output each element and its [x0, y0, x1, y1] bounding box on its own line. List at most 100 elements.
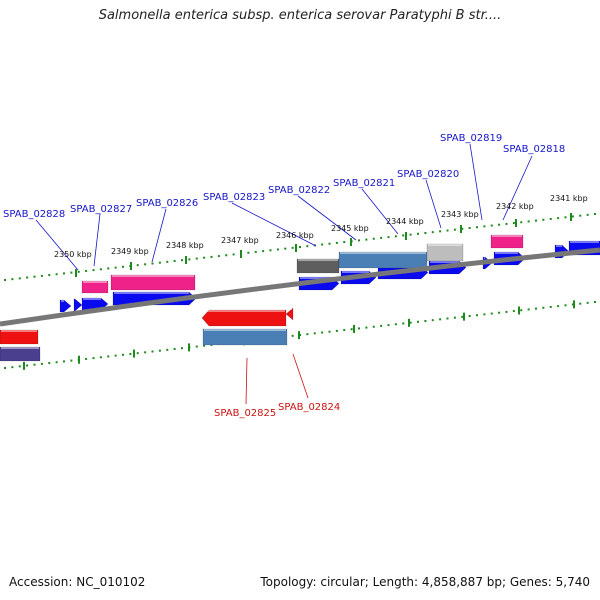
scale-dot: [468, 315, 471, 318]
scale-dot: [549, 305, 552, 308]
scale-dot: [114, 266, 117, 269]
scale-dot: [26, 364, 29, 367]
scale-dot: [48, 362, 51, 365]
scale-dot: [92, 357, 95, 360]
gene-label[interactable]: SPAB_02822: [268, 185, 330, 196]
scale-dot: [166, 348, 169, 351]
label-leader-line: [93, 213, 101, 267]
scale-dot: [166, 260, 169, 263]
scale-tick-labels: 2350 kbp 2349 kbp 2348 kbp 2347 kbp 2346 kbp…: [54, 194, 588, 259]
scale-dot: [291, 334, 294, 337]
scale-dot: [365, 326, 368, 329]
accession-label: Accession: NC_010102: [9, 575, 146, 589]
scale-dot: [461, 315, 464, 318]
label-leader-line: [361, 188, 399, 235]
scale-dot: [431, 319, 434, 322]
scale-dot: [564, 304, 567, 307]
scale-dot: [299, 246, 301, 248]
scale-dot: [365, 238, 368, 241]
scale-dot: [291, 246, 294, 249]
gene-label[interactable]: SPAB_02819: [440, 133, 502, 144]
scale-dot: [402, 322, 405, 325]
gene-label[interactable]: SPAB_02820: [397, 169, 459, 180]
scale-dot: [520, 221, 523, 224]
scale-dot: [158, 261, 161, 264]
scale-dot: [306, 245, 309, 248]
scale-tick-label: 2348 kbp: [166, 241, 204, 250]
scale-dot: [158, 349, 161, 352]
rna-feature: [490, 234, 524, 249]
gene-label[interactable]: SPAB_02818: [503, 144, 565, 155]
scale-dot: [446, 229, 449, 232]
scale-dot: [129, 352, 132, 355]
scale-dot: [594, 301, 596, 303]
genome-summary: Topology: circular; Length: 4,858,887 bp…: [260, 575, 590, 589]
scale-dot: [99, 268, 102, 271]
label-leader-line: [297, 195, 357, 241]
scale-dot: [262, 250, 265, 253]
gene-label[interactable]: SPAB_02825: [214, 408, 276, 419]
scale-dot: [579, 214, 582, 217]
scale-dot: [173, 260, 176, 263]
scale-dot: [343, 241, 346, 244]
scale-dot: [527, 308, 530, 311]
scale-dot: [358, 239, 360, 242]
rna-feature: [81, 280, 109, 294]
gene-label[interactable]: SPAB_02824: [278, 402, 340, 413]
scale-dot: [424, 231, 427, 234]
scale-dot: [321, 331, 324, 334]
scale-dot: [468, 227, 471, 230]
scale-dot: [225, 254, 228, 257]
scale-tick-label: 2345 kbp: [331, 224, 369, 233]
scale-dot: [453, 316, 456, 319]
scale-dot: [490, 312, 493, 315]
gene-bar-steel: [202, 328, 288, 346]
scale-dot: [4, 367, 6, 369]
scale-dot: [542, 306, 545, 309]
scale-tick-label: 2350 kbp: [54, 250, 92, 259]
scale-dot: [409, 321, 412, 324]
scale-dot: [33, 275, 36, 278]
scale-dot: [18, 277, 21, 280]
scale-dot: [542, 218, 545, 221]
scale-dot: [476, 314, 478, 317]
scale-dot: [380, 324, 383, 327]
scale-dot: [417, 232, 419, 235]
scale-dot: [144, 263, 147, 266]
scale-dot: [107, 355, 110, 358]
label-leader-lines: [35, 143, 533, 405]
scale-dot: [63, 272, 65, 275]
scale-dot: [535, 307, 537, 310]
gene-label[interactable]: SPAB_02827: [70, 204, 132, 215]
scale-dot: [63, 360, 65, 363]
scale-dot: [306, 333, 309, 336]
label-leader-line: [151, 208, 167, 263]
scale-dot: [122, 353, 124, 356]
scale-dot: [557, 217, 560, 220]
scale-dot: [476, 226, 478, 229]
scale-dot: [40, 362, 43, 365]
gene-label[interactable]: SPAB_02828: [3, 209, 65, 220]
gene-label[interactable]: SPAB_02823: [203, 192, 265, 203]
genome-backbone: [0, 247, 600, 327]
scale-dot: [439, 318, 442, 321]
scale-dot: [358, 327, 360, 330]
scale-dot: [269, 249, 272, 252]
scale-dot: [26, 276, 29, 279]
scale-dot: [18, 365, 21, 368]
scale-dot: [210, 255, 213, 258]
scale-dot: [498, 223, 501, 226]
scale-dot: [151, 262, 154, 265]
scale-dot: [549, 217, 552, 220]
scale-dot: [77, 270, 80, 273]
gene-bar-dark: [296, 258, 340, 274]
scale-dot: [512, 222, 515, 225]
scale-dot: [579, 302, 582, 305]
gene-label[interactable]: SPAB_02821: [333, 178, 395, 189]
scale-dot: [92, 269, 95, 272]
scale-dot: [409, 233, 412, 236]
gene-label[interactable]: SPAB_02826: [136, 198, 198, 209]
scale-dot: [195, 257, 198, 260]
scale-dot: [372, 325, 375, 328]
scale-dot: [520, 309, 523, 312]
